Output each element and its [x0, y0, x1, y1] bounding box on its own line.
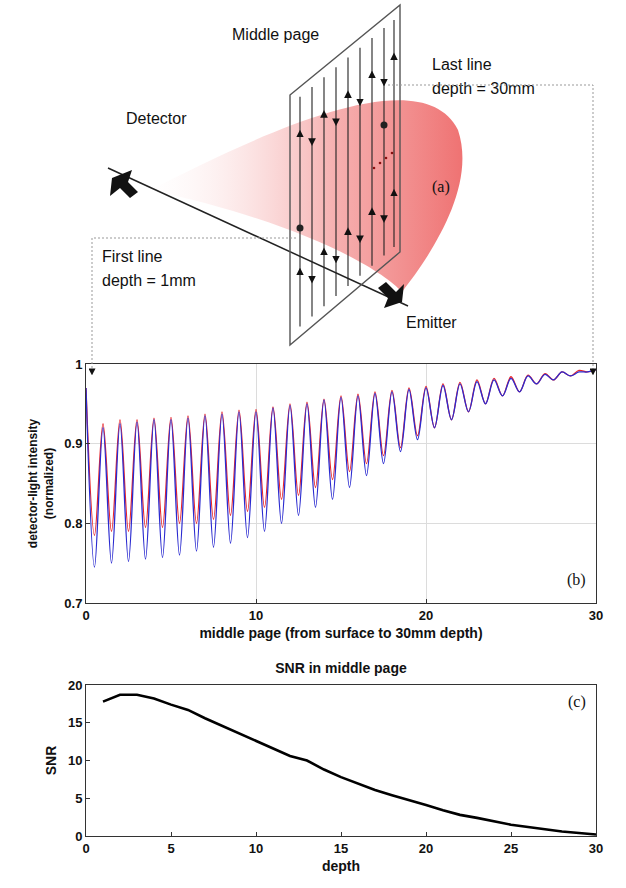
- svg-text:0: 0: [82, 841, 89, 856]
- svg-text:10: 10: [249, 608, 263, 623]
- svg-text:0.8: 0.8: [64, 516, 82, 531]
- svg-text:0: 0: [82, 608, 89, 623]
- svg-text:SNR: SNR: [43, 746, 59, 776]
- svg-text:15: 15: [334, 841, 348, 856]
- svg-text:0: 0: [75, 829, 82, 844]
- svg-text:5: 5: [75, 791, 82, 806]
- svg-text:0.9: 0.9: [64, 436, 82, 451]
- svg-text:Last line: Last line: [432, 56, 492, 73]
- svg-text:15: 15: [68, 715, 82, 730]
- svg-text:20: 20: [419, 608, 433, 623]
- svg-text:Emitter: Emitter: [406, 314, 457, 331]
- svg-text:30: 30: [589, 841, 603, 856]
- svg-text:5: 5: [167, 841, 174, 856]
- svg-text:20: 20: [419, 841, 433, 856]
- svg-text:middle page (from surface to 3: middle page (from surface to 30mm depth): [199, 625, 482, 641]
- svg-text:10: 10: [68, 753, 82, 768]
- svg-text:SNR in middle page: SNR in middle page: [275, 660, 407, 676]
- svg-text:(b): (b): [567, 571, 586, 589]
- svg-text:depth = 30mm: depth = 30mm: [432, 80, 535, 97]
- svg-text:0.7: 0.7: [64, 596, 82, 611]
- svg-text:30: 30: [589, 608, 603, 623]
- svg-text:Detector: Detector: [126, 110, 187, 127]
- svg-text:1: 1: [75, 357, 82, 372]
- svg-text:(a): (a): [432, 178, 450, 196]
- svg-text:depth = 1mm: depth = 1mm: [102, 272, 196, 289]
- svg-text:25: 25: [504, 841, 518, 856]
- svg-text:detector-light intensity(norma: detector-light intensity(normalized): [26, 419, 56, 549]
- svg-text:Middle page: Middle page: [232, 26, 319, 43]
- svg-text:First line: First line: [102, 248, 163, 265]
- svg-text:10: 10: [249, 841, 263, 856]
- svg-text:depth: depth: [322, 858, 360, 874]
- svg-text:(c): (c): [568, 693, 586, 711]
- svg-text:20: 20: [68, 678, 82, 693]
